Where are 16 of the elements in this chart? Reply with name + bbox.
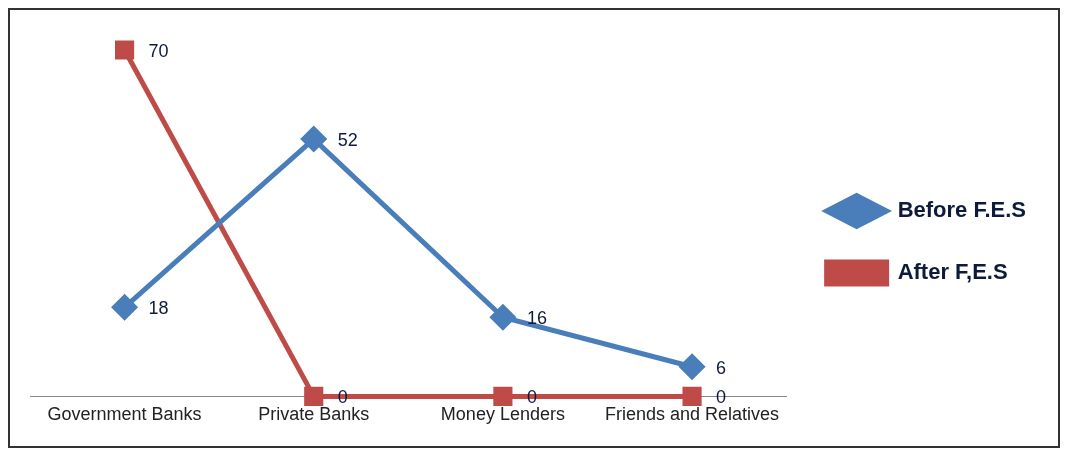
data-label: 6: [716, 357, 727, 378]
legend-label: After F,E.S: [897, 259, 1008, 285]
x-tick-label: Government Banks: [47, 404, 202, 425]
point: [679, 354, 705, 380]
point: [493, 386, 513, 406]
point: [115, 40, 135, 60]
data-label: 18: [148, 298, 169, 319]
point: [304, 386, 324, 406]
legend-label: Before F.E.S: [897, 197, 1027, 223]
point: [682, 386, 702, 406]
data-label: 52: [337, 130, 358, 151]
data-label: 70: [148, 40, 169, 61]
data-label: 16: [526, 308, 547, 329]
point: [112, 294, 138, 320]
point: [490, 304, 516, 330]
point: [301, 126, 327, 152]
